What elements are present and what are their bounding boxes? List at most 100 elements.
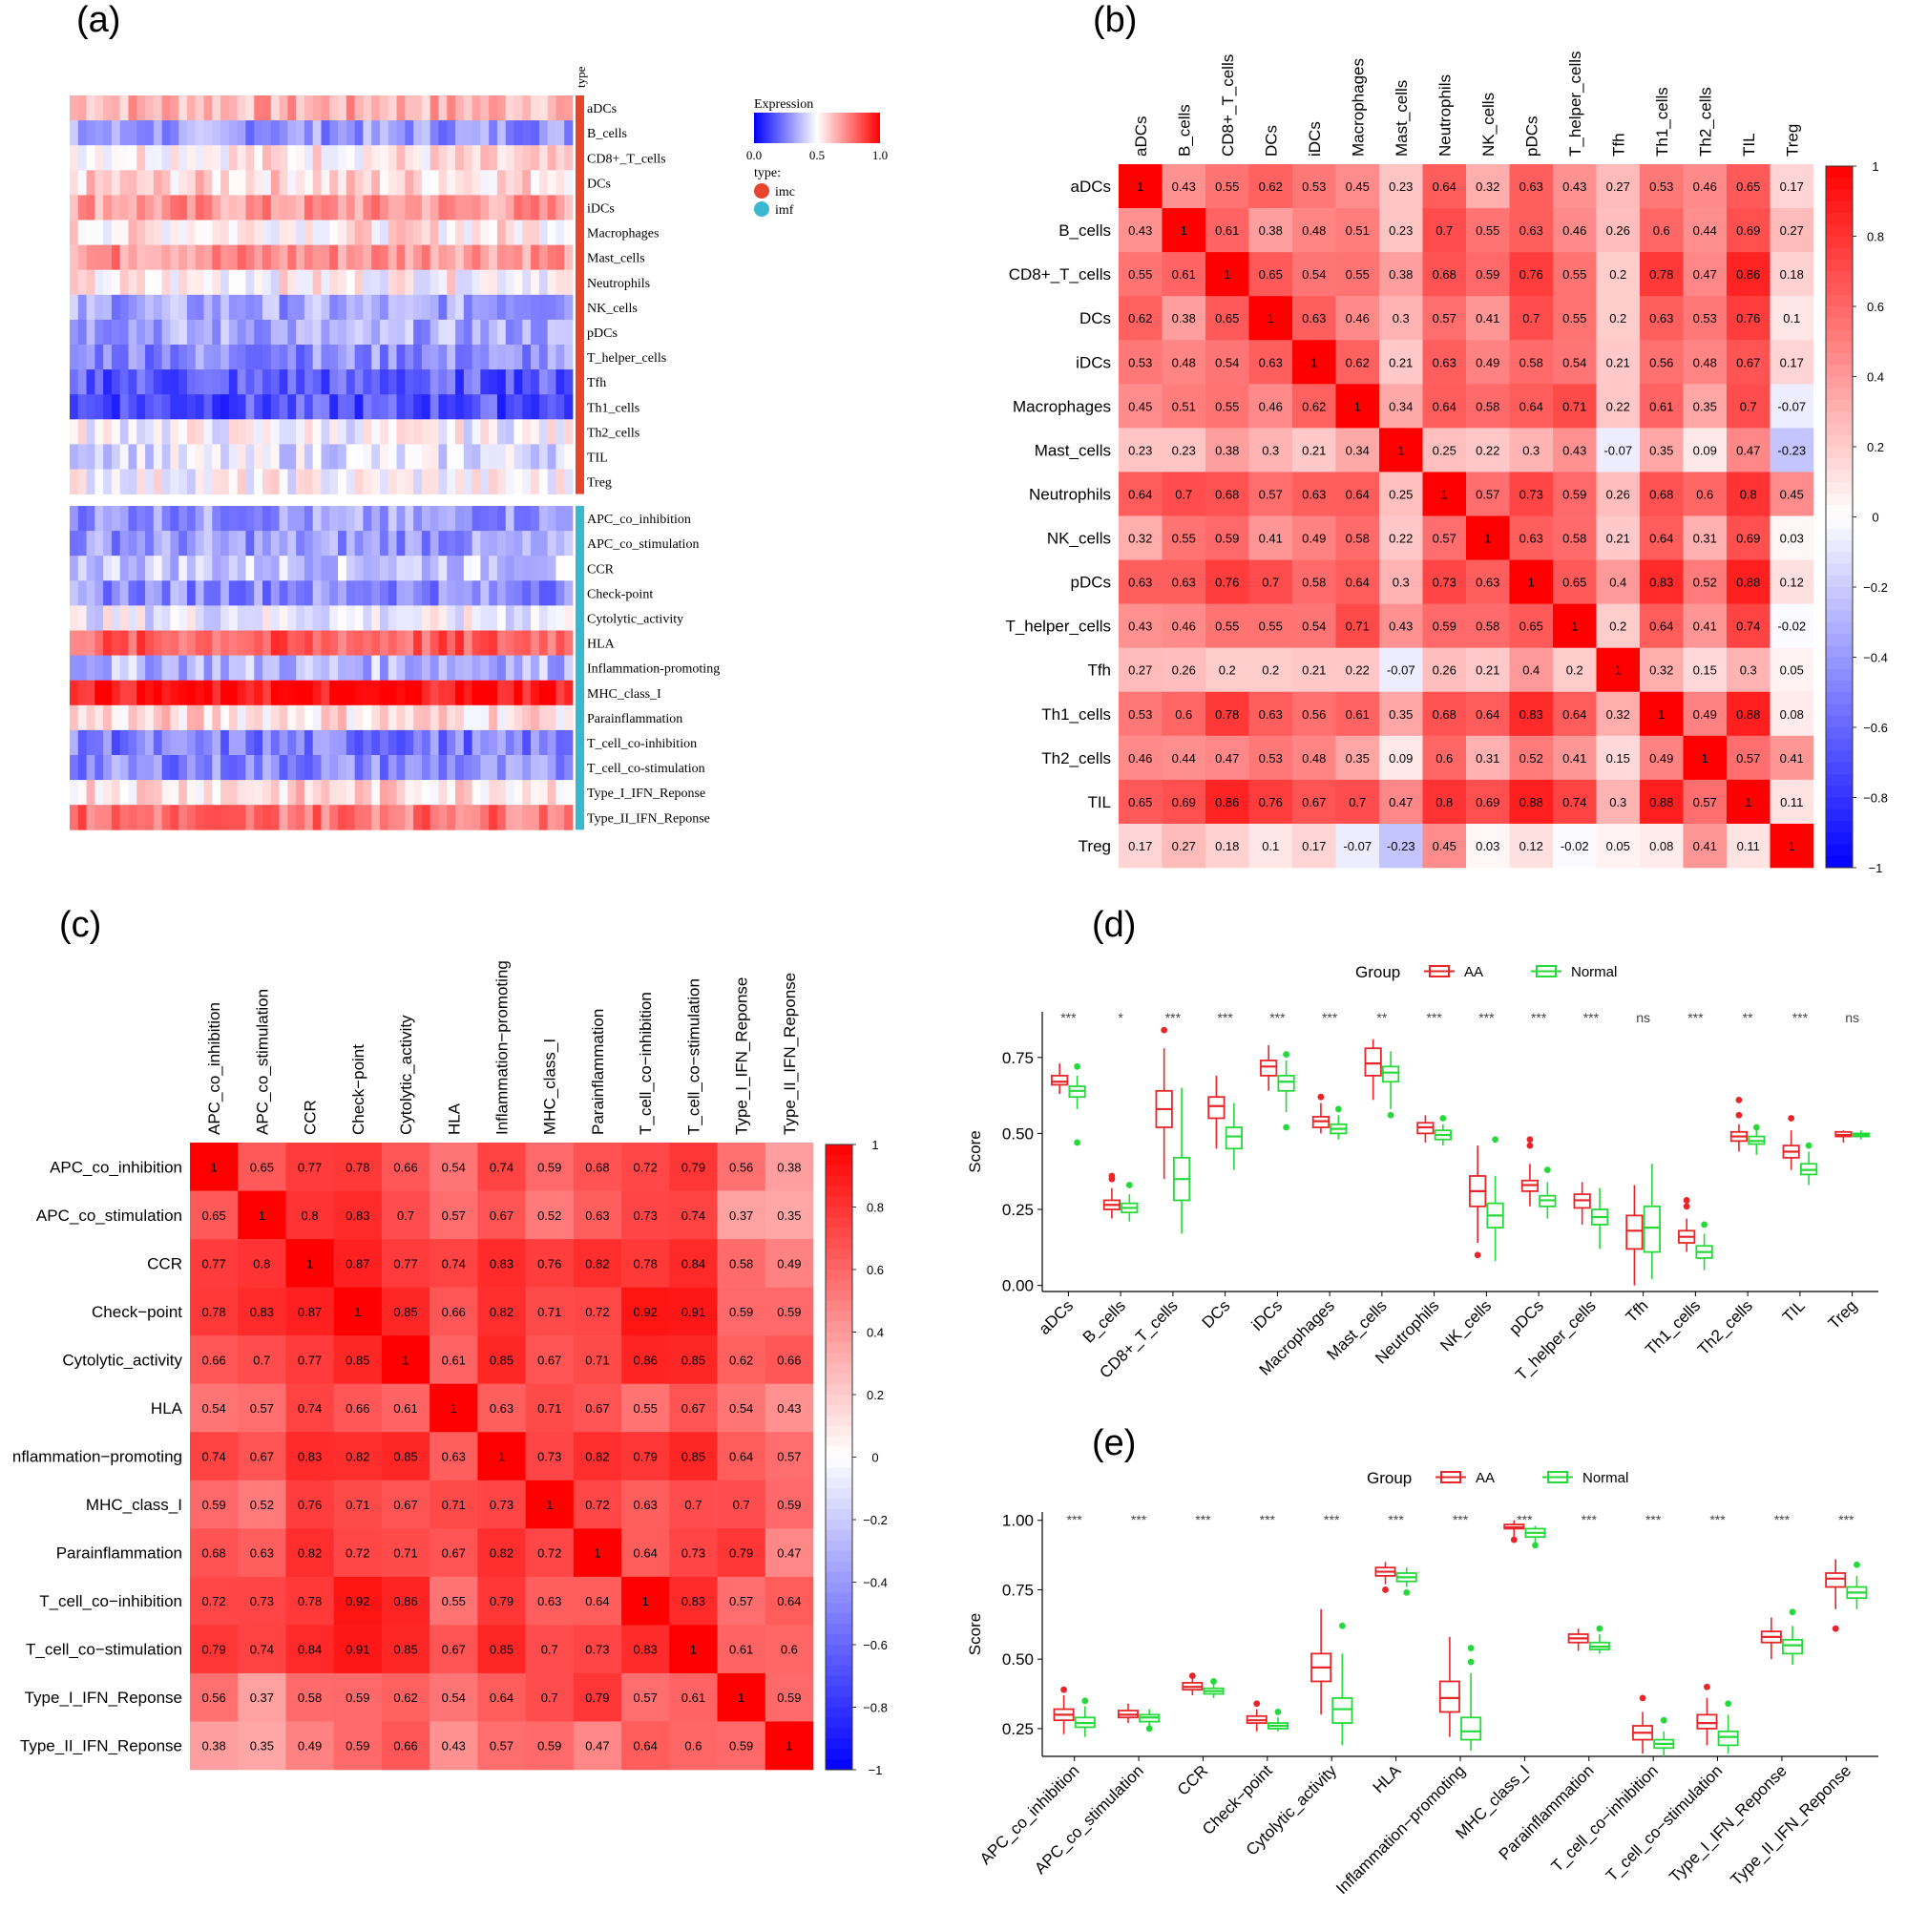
matrix-cell — [477, 1576, 526, 1626]
heatmap-cell — [405, 556, 414, 581]
matrix-cell — [525, 1383, 575, 1433]
heatmap-cell — [346, 729, 356, 756]
heatmap-cell — [531, 655, 540, 682]
matrix-cell — [430, 1672, 478, 1722]
heatmap-cell — [472, 605, 481, 631]
heatmap-cell — [136, 506, 146, 532]
heatmap-cell — [178, 170, 188, 196]
heatmap-cell — [111, 506, 121, 532]
x-tick-label: TIL — [1779, 1296, 1809, 1326]
heatmap-cell — [86, 120, 95, 146]
heatmap-cell — [170, 655, 179, 682]
heatmap-cell — [522, 556, 532, 581]
cell-value: 0.59 — [537, 1739, 561, 1754]
heatmap-cell — [447, 469, 456, 494]
heatmap-cell — [161, 556, 171, 581]
heatmap-cell — [496, 469, 507, 494]
matrix-cell — [238, 1576, 286, 1626]
heatmap-cell — [220, 294, 230, 321]
heatmap-cell — [195, 506, 204, 532]
heatmap-cell — [145, 394, 155, 420]
heatmap-cell — [136, 294, 146, 321]
cell-value: 0.6 — [1653, 223, 1670, 238]
cell-value: 0.68 — [1433, 267, 1456, 282]
significance-label: *** — [1645, 1512, 1662, 1527]
heatmap-cell — [220, 444, 230, 470]
heatmap-cell — [513, 680, 523, 706]
matrix-cell — [430, 1480, 478, 1529]
heatmap-cell — [455, 580, 465, 606]
cell-value: 0.78 — [201, 1305, 225, 1319]
heatmap-cell — [472, 369, 481, 395]
heatmap-cell — [555, 704, 565, 731]
cell-value: 0.49 — [1302, 532, 1326, 546]
heatmap-cell — [296, 345, 305, 370]
outlier-point — [1467, 1645, 1475, 1651]
cell-value: 0.32 — [1476, 179, 1499, 194]
heatmap-cell — [505, 680, 514, 706]
matrix-cell — [1248, 164, 1293, 209]
heatmap-cell — [153, 294, 163, 321]
heatmap-cell — [119, 630, 129, 656]
heatmap-cell — [270, 469, 280, 494]
cell-value: 0.63 — [1433, 355, 1456, 369]
heatmap-cell — [564, 345, 574, 370]
cell-value: 0.55 — [634, 1401, 658, 1416]
heatmap-cell — [86, 145, 95, 171]
panel-label-b: (b) — [1093, 0, 1137, 40]
matrix-cell — [765, 1432, 814, 1481]
heatmap-cell — [145, 95, 155, 121]
row-label: T_cell_co−stimulation — [26, 1641, 182, 1659]
heatmap-cell — [279, 605, 288, 631]
column-label: B_cells — [1175, 104, 1193, 157]
box-normal — [1331, 1697, 1353, 1724]
box-aa — [1207, 1096, 1226, 1120]
cell-value: 1 — [690, 1643, 697, 1657]
matrix-cell — [1770, 428, 1814, 472]
colorbar-tick-label: 0.8 — [1867, 230, 1884, 244]
matrix-cell — [1379, 296, 1423, 341]
heatmap-cell — [237, 319, 246, 346]
cell-value: 0.7 — [733, 1498, 750, 1512]
matrix-cell — [525, 1287, 575, 1336]
matrix-cell — [285, 1528, 334, 1578]
heatmap-cell — [430, 95, 439, 121]
matrix-cell — [1422, 559, 1467, 604]
colorbar-segment — [826, 1488, 852, 1500]
cell-value: 0.43 — [1172, 179, 1196, 194]
heatmap-cell — [237, 805, 246, 830]
matrix-cell — [1379, 472, 1423, 516]
heatmap-cell — [186, 531, 197, 556]
significance-label: *** — [1792, 1010, 1809, 1025]
heatmap-cell — [496, 630, 507, 656]
cell-value: 0.2 — [1219, 663, 1236, 678]
matrix-cell — [381, 1335, 430, 1384]
heatmap-cell — [430, 145, 439, 171]
row-label: Tfh — [1087, 662, 1111, 680]
cell-value: 0.59 — [729, 1739, 753, 1754]
heatmap-cell — [447, 506, 456, 532]
colorbar-segment — [1826, 178, 1853, 190]
cell-value: 0.21 — [1302, 443, 1326, 457]
heatmap-cell — [195, 419, 204, 445]
heatmap-cell — [538, 444, 549, 470]
heatmap-cell — [555, 605, 565, 631]
heatmap-cell — [438, 655, 448, 682]
cell-value: 0.49 — [777, 1256, 801, 1270]
heatmap-cell — [531, 95, 540, 121]
cell-value: 0.79 — [681, 1160, 705, 1174]
cell-value: 0.32 — [1649, 663, 1673, 678]
cell-value: 0.54 — [1302, 267, 1326, 282]
outlier-point — [1161, 1026, 1168, 1034]
column-label: iDCs — [1306, 121, 1324, 157]
heatmap-cell — [153, 556, 163, 581]
heatmap-cell — [186, 580, 197, 606]
panel-label-a: (a) — [76, 0, 120, 40]
heatmap-cell — [119, 220, 129, 245]
matrix-cell — [1466, 823, 1510, 869]
heatmap-cell — [547, 120, 556, 146]
heatmap-cell — [94, 805, 104, 830]
heatmap-cell — [94, 345, 104, 370]
heatmap-cell — [547, 506, 556, 532]
heatmap-cell — [128, 269, 137, 296]
